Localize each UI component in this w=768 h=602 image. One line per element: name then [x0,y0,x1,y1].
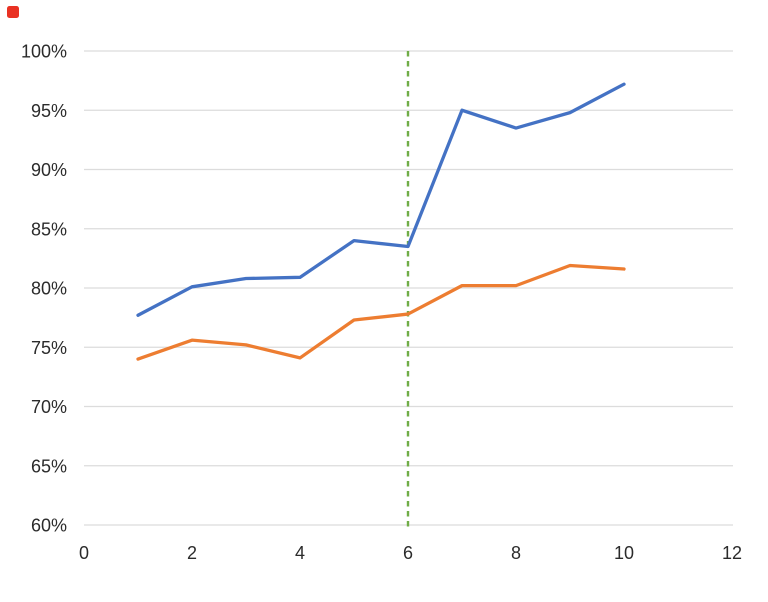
y-tick-label: 70% [31,397,67,417]
x-tick-label: 4 [295,543,305,563]
y-tick-label: 80% [31,279,67,299]
orange-line-series [136,263,626,361]
y-tick-label: 85% [31,219,67,239]
y-tick-label: 100% [21,42,67,62]
blue-line-series [136,82,626,317]
red-corner-marker [7,6,19,18]
x-tick-label: 12 [722,543,742,563]
y-tick-label: 90% [31,160,67,180]
x-tick-label: 8 [511,543,521,563]
x-tick-label: 6 [403,543,413,563]
y-tick-label: 65% [31,456,67,476]
x-tick-label: 0 [79,543,89,563]
y-tick-label: 75% [31,338,67,358]
y-tick-label: 95% [31,101,67,121]
y-tick-label: 60% [31,516,67,536]
x-tick-label: 2 [187,543,197,563]
x-tick-label: 10 [614,543,634,563]
